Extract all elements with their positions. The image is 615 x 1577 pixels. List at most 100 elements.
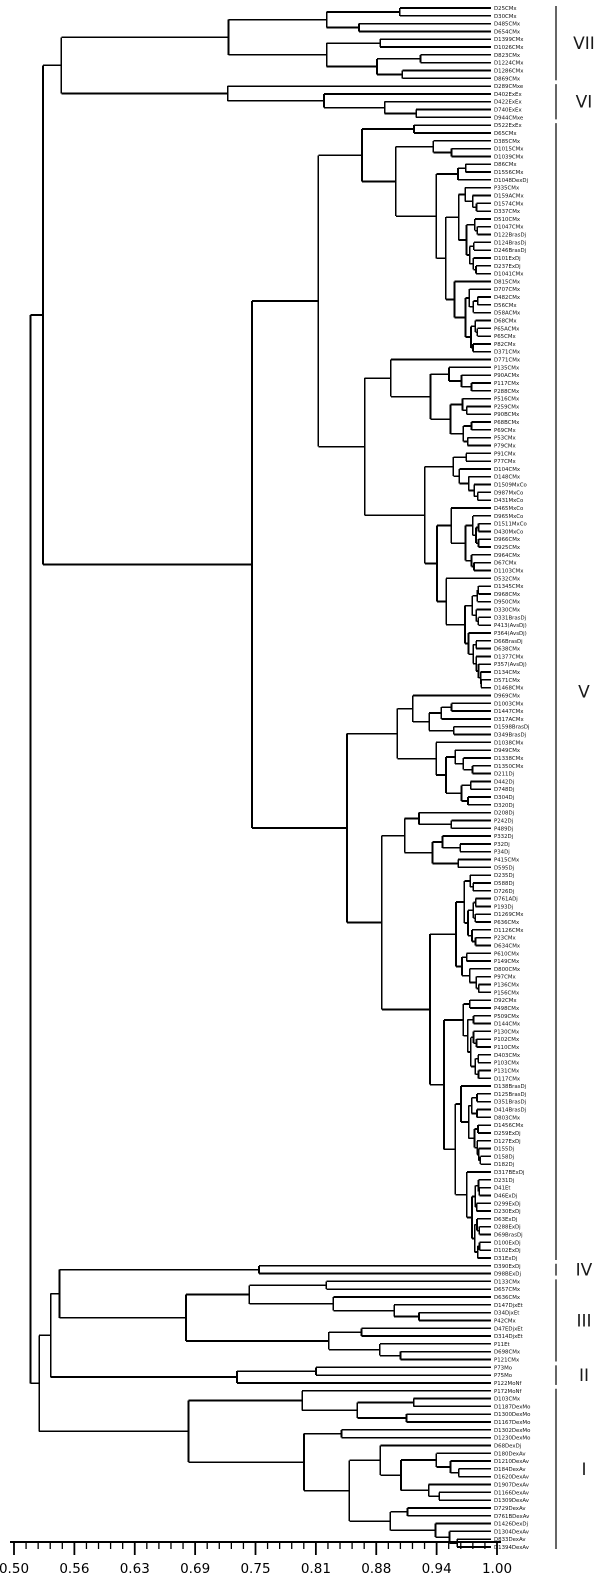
leaf-label: D65CMx (494, 131, 517, 137)
leaf-label: D1048DexDj (494, 178, 528, 184)
leaf-label: D950CMx (494, 600, 521, 606)
leaf-label: D1907DexAv (494, 1483, 530, 1489)
leaf-label: D800CMx (494, 967, 521, 973)
leaf-label: D184DexAv (494, 1467, 526, 1473)
leaf-label: D1103CMx (494, 568, 524, 574)
leaf-label: D1126CMx (494, 928, 524, 934)
leaf-label: P357(AvsDj) (494, 662, 527, 668)
leaf-label: P131CMx (494, 1068, 520, 1074)
leaf-label: D726Dj (494, 889, 514, 895)
leaf-label: P122MoNf (494, 1381, 522, 1387)
axis-tick-label: 0.63 (120, 1561, 150, 1577)
leaf-label: D351BrasDj (494, 1100, 526, 1106)
leaf-label: D122BrasDj (494, 233, 526, 239)
leaf-label: P288CMx (494, 389, 520, 395)
leaf-label: P413(AvsDj) (494, 623, 527, 629)
leaf-label: D636CMx (494, 1295, 521, 1301)
leaf-label: D966CMx (494, 537, 521, 543)
leaf-label: P73Mo (494, 1365, 512, 1371)
leaf-label: D803CMx (494, 1115, 521, 1121)
leaf-label: P489Dj (494, 826, 513, 832)
leaf-label: D102ExDj (494, 1248, 521, 1254)
axis-tick-label: 0.88 (361, 1561, 391, 1577)
leaf-label: D259ExDj (494, 1131, 521, 1137)
leaf-label: D1167DexMo (494, 1420, 530, 1426)
leaf-label: D100ExDj (494, 1240, 521, 1246)
leaf-label: P110CMx (494, 1045, 520, 1051)
axis-tick-label: 0.75 (240, 1561, 270, 1577)
leaf-label: D1304DexAv (494, 1529, 530, 1535)
axis-tick-label: 0.69 (180, 1561, 210, 1577)
leaf-label: D1468CMx (494, 686, 524, 692)
leaf-label: D1286CMx (494, 68, 524, 74)
leaf-label: D25CMx (494, 6, 517, 12)
leaf-label: D987MxCo (494, 490, 523, 496)
leaf-label: D155Dj (494, 1147, 514, 1153)
leaf-label: P77CMx (494, 459, 517, 465)
leaf-label: D833DexAv (494, 1537, 526, 1543)
leaf-label: P610CMx (494, 951, 520, 957)
leaf-label: D98BExDj (494, 1272, 521, 1278)
leaf-label: P23CMx (494, 936, 517, 942)
leaf-label: D571CMx (494, 678, 521, 684)
leaf-label: P509CMx (494, 1014, 520, 1020)
leaf-label: D34DjxEt (494, 1311, 519, 1317)
leaf-label: D86CMx (494, 162, 517, 168)
leaf-label: D289CMxe (494, 84, 524, 90)
leaf-label: D1269CMx (494, 912, 524, 918)
leaf-label: D422ExEx (494, 100, 522, 106)
leaf-label: D815CMx (494, 279, 521, 285)
leaf-label: D117CMx (494, 1076, 521, 1082)
leaf-label: D532CMx (494, 576, 521, 582)
leaf-label: D330CMx (494, 608, 521, 614)
leaf-label: P332Dj (494, 834, 513, 840)
axis-tick-label: 0.94 (422, 1561, 452, 1577)
leaf-label: D1598BrasDj (494, 725, 530, 731)
leaf-label: D47EDjxEt (494, 1326, 523, 1332)
leaf-label: P90BCMx (494, 412, 520, 418)
leaf-label: D30CMx (494, 14, 517, 20)
leaf-label: D634CMx (494, 943, 521, 949)
leaf-label: D430MxCo (494, 529, 523, 535)
leaf-label: D969CMx (494, 693, 521, 699)
leaf-label: D925CMx (494, 545, 521, 551)
cluster-label: III (576, 1311, 591, 1331)
leaf-label: D1447CMx (494, 709, 524, 715)
leaf-label: D403CMx (494, 1053, 521, 1059)
leaf-label: D46ExDj (494, 1193, 517, 1199)
leaf-label: P135CMx (494, 365, 520, 371)
leaf-label: D1511MxCo (494, 522, 527, 528)
leaf-label: D68DexDj (494, 1443, 521, 1449)
leaf-label: P636CMx (494, 920, 520, 926)
axis-tick-label: 0.81 (301, 1561, 331, 1577)
leaf-label: D771CMx (494, 358, 521, 364)
leaf-label: D390ExDj (494, 1264, 521, 1270)
leaf-label: D103CMx (494, 1397, 521, 1403)
leaf-label: D1350CMx (494, 764, 524, 770)
leaf-label: P516CMx (494, 397, 520, 403)
leaf-label: D748Dj (494, 787, 514, 793)
axis-tick-label: 0.56 (59, 1561, 89, 1577)
leaf-label: P32Dj (494, 842, 510, 848)
leaf-label: D385CMx (494, 139, 521, 145)
leaf-label: D127ExDj (494, 1139, 521, 1145)
leaf-label: D314DjxEt (494, 1334, 523, 1340)
leaf-label: D1302DexMo (494, 1428, 530, 1434)
leaf-label: D595Dj (494, 865, 514, 871)
leaf-label: D442Dj (494, 779, 514, 785)
leaf-label: D1426DexDj (494, 1522, 528, 1528)
leaf-label: D1456CMx (494, 1123, 524, 1129)
leaf-label: D1166DexAv (494, 1490, 530, 1496)
leaf-label: D159ACMx (494, 193, 524, 199)
leaf-label: D707CMx (494, 287, 521, 293)
leaf-label: D638CMx (494, 647, 521, 653)
leaf-label: D299ExDj (494, 1201, 521, 1207)
leaf-label: P415CMx (494, 858, 520, 864)
leaf-label: D147DjxEt (494, 1303, 523, 1309)
leaf-label: P34Dj (494, 850, 510, 856)
leaf-label: D371CMx (494, 350, 521, 356)
leaf-label: D158Dj (494, 1154, 514, 1160)
leaf-label: D144CMx (494, 1022, 521, 1028)
